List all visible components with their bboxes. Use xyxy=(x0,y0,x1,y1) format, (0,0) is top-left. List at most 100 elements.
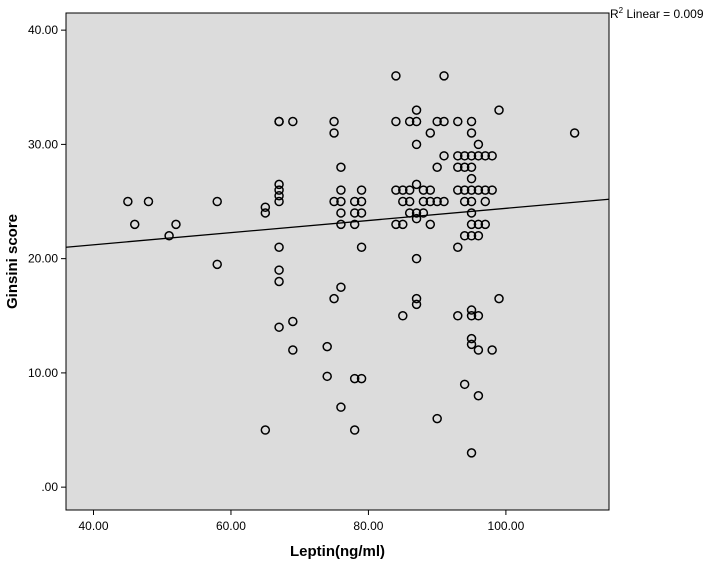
data-point xyxy=(466,311,477,321)
data-point xyxy=(349,373,360,384)
data-point xyxy=(356,196,367,207)
data-point xyxy=(473,231,484,241)
data-point xyxy=(398,185,408,195)
x-tick-label: 80.00 xyxy=(353,519,383,533)
data-point xyxy=(391,185,401,195)
data-point xyxy=(466,208,477,218)
data-point xyxy=(129,219,140,230)
data-point xyxy=(288,116,298,127)
data-point xyxy=(349,425,360,435)
data-point xyxy=(411,253,422,264)
data-point xyxy=(432,116,442,127)
data-point xyxy=(274,322,284,332)
data-point xyxy=(494,293,504,304)
data-point xyxy=(411,139,422,150)
data-point xyxy=(336,208,346,218)
data-point xyxy=(487,151,497,161)
data-point xyxy=(418,185,429,195)
y-tick-label: 20.00 xyxy=(28,252,58,266)
data-point xyxy=(466,128,477,138)
data-point xyxy=(453,185,463,195)
data-point xyxy=(480,185,491,195)
data-point xyxy=(288,316,298,327)
data-point xyxy=(164,231,174,241)
data-point xyxy=(274,242,284,252)
data-point xyxy=(274,265,284,275)
data-point xyxy=(466,196,477,207)
data-point xyxy=(466,162,477,172)
data-point xyxy=(494,105,504,115)
data-point xyxy=(487,345,497,355)
data-point xyxy=(329,128,339,138)
data-point xyxy=(473,219,484,230)
fit-line xyxy=(65,198,610,248)
data-point xyxy=(391,219,401,230)
x-tick-label: 100.00 xyxy=(488,519,525,533)
data-point xyxy=(473,139,484,150)
data-points xyxy=(123,71,580,458)
data-point xyxy=(411,208,422,218)
data-point xyxy=(418,208,429,218)
data-point xyxy=(439,196,449,207)
data-point xyxy=(404,196,415,207)
data-point xyxy=(411,213,422,224)
data-point xyxy=(336,219,346,230)
data-point xyxy=(260,202,271,212)
data-point xyxy=(274,191,284,201)
data-point xyxy=(480,151,491,161)
data-point xyxy=(143,196,154,207)
data-point xyxy=(439,116,449,127)
data-point xyxy=(274,116,284,127)
y-axis: .00 10.00 20.00 30.00 40.00 xyxy=(28,23,66,494)
data-point xyxy=(459,196,470,207)
y-tick-label: 30.00 xyxy=(28,137,58,151)
data-point xyxy=(274,196,284,207)
data-point xyxy=(274,276,284,287)
data-point xyxy=(453,162,463,172)
data-point xyxy=(322,371,332,382)
data-point xyxy=(439,71,449,81)
data-point xyxy=(453,116,463,127)
data-point xyxy=(459,162,470,172)
data-point xyxy=(466,333,477,344)
data-point xyxy=(466,185,477,195)
data-point xyxy=(391,116,401,127)
data-point xyxy=(569,128,580,138)
data-point xyxy=(398,219,408,230)
data-point xyxy=(288,345,298,355)
data-point xyxy=(411,179,422,190)
data-point xyxy=(453,151,463,161)
data-point xyxy=(322,341,332,352)
data-point xyxy=(260,425,271,435)
data-point xyxy=(432,162,442,172)
data-point xyxy=(425,128,436,138)
data-point xyxy=(336,402,346,412)
data-point xyxy=(274,185,284,195)
x-axis-title: Leptin(ng/ml) xyxy=(290,543,385,560)
data-point xyxy=(425,219,436,230)
data-point xyxy=(473,185,484,195)
data-point xyxy=(466,305,477,315)
data-point xyxy=(349,219,360,230)
data-point xyxy=(425,185,436,195)
data-point xyxy=(473,345,484,355)
x-tick-label: 60.00 xyxy=(216,519,246,533)
data-point xyxy=(212,196,222,207)
data-point xyxy=(459,231,470,241)
data-point xyxy=(466,339,477,350)
data-point xyxy=(404,185,415,195)
data-point xyxy=(466,231,477,241)
data-point xyxy=(260,208,271,218)
data-point xyxy=(336,196,346,207)
x-tick-label: 40.00 xyxy=(78,519,108,533)
x-axis: 40.00 60.00 80.00 100.00 xyxy=(78,510,525,533)
data-point xyxy=(453,311,463,321)
data-point xyxy=(274,179,284,190)
data-point xyxy=(212,259,222,270)
data-point xyxy=(466,219,477,230)
data-point xyxy=(432,196,442,207)
data-point xyxy=(329,196,339,207)
plot-area xyxy=(65,12,610,511)
data-point xyxy=(336,162,346,172)
